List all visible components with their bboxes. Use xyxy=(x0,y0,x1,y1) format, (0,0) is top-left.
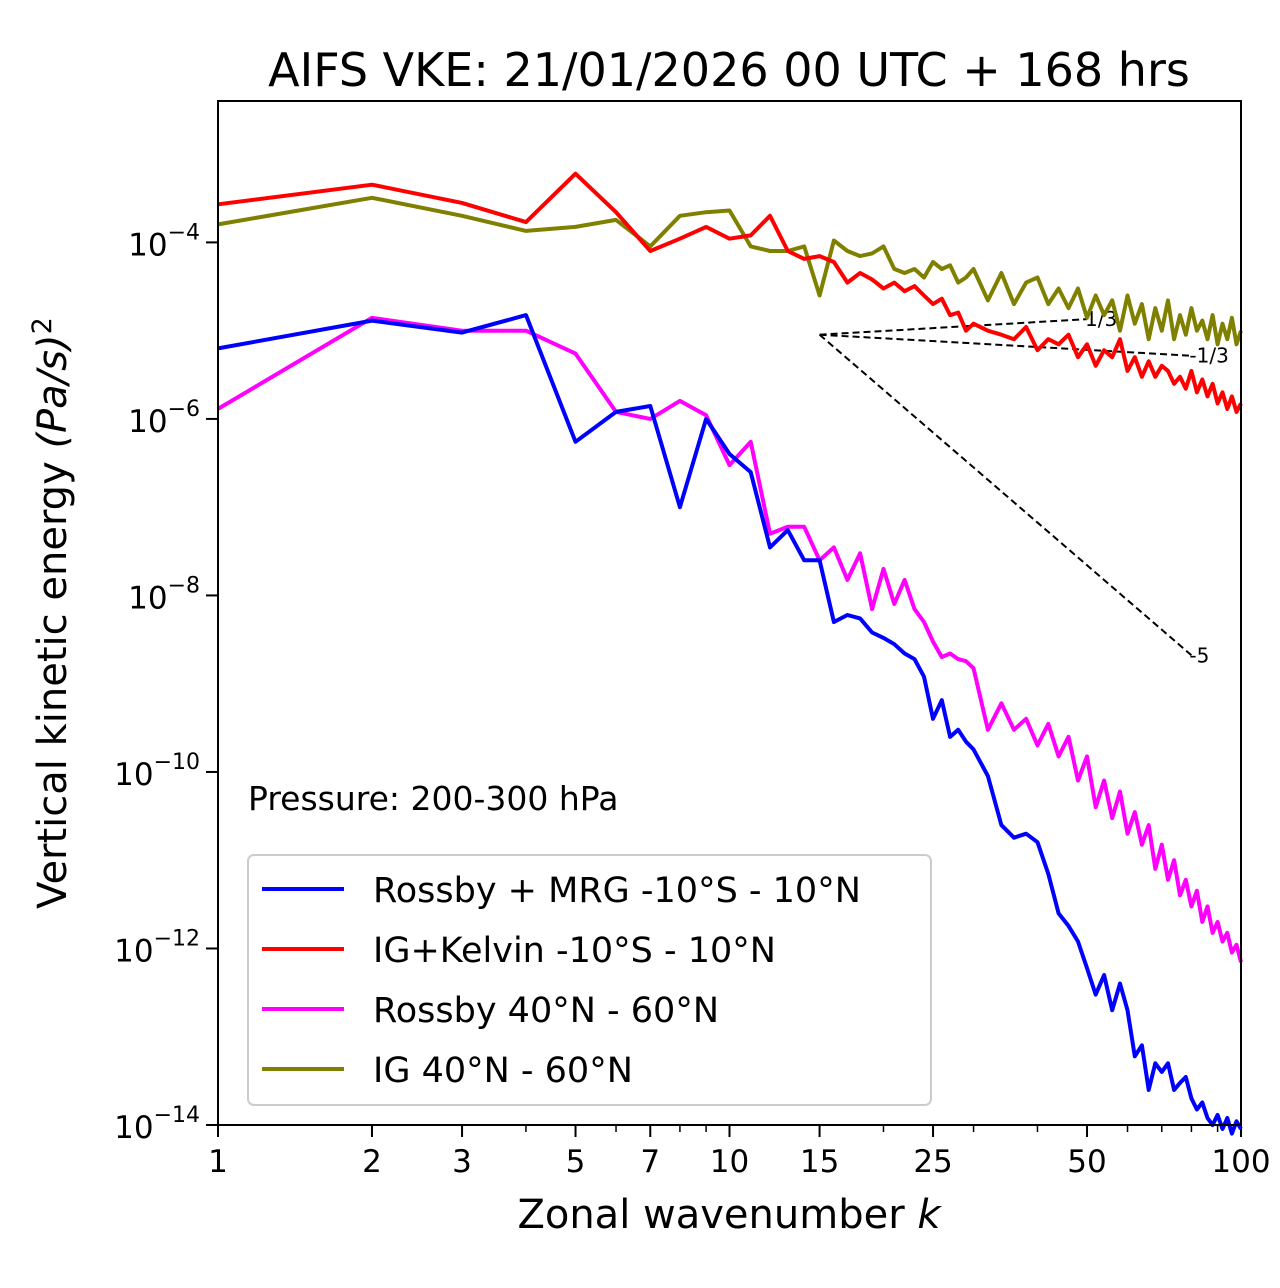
x-major-ticks xyxy=(217,1125,1242,1137)
y-axis-label-text: Vertical kinetic energy xyxy=(30,461,76,909)
x-tick-label: 1 xyxy=(208,1144,228,1180)
y-tick-label: 10−12 xyxy=(114,926,200,969)
slope-label-neg-1-3: -1/3 xyxy=(1189,344,1228,368)
plot-area: 1/3 -1/3 -5 Pressure: 200-300 hPa Rossby… xyxy=(206,100,1243,1137)
x-axis-label: Zonal wavenumber k xyxy=(517,1192,942,1238)
y-tick-labels: 10−4 10−6 10−8 10−10 10−12 10−14 xyxy=(114,220,200,1146)
x-tick-label: 100 xyxy=(1211,1144,1270,1180)
legend-label-rossby-40n-60n: Rossby 40°N - 60°N xyxy=(373,991,719,1031)
data-series xyxy=(216,171,1243,1136)
x-tick-label: 5 xyxy=(566,1144,586,1180)
x-tick-labels: 1 2 3 5 7 10 15 25 50 100 xyxy=(208,1144,1270,1180)
y-axis-label-unit: (Pa/s) xyxy=(30,334,76,448)
plot-frame xyxy=(217,100,1242,1126)
y-tick-label: 10−10 xyxy=(114,750,200,793)
x-minor-ticks xyxy=(525,1125,1219,1132)
legend-label-ig-kelvin: IG+Kelvin -10°S - 10°N xyxy=(373,931,776,971)
x-tick-label: 2 xyxy=(362,1144,382,1180)
x-tick-label: 10 xyxy=(710,1144,749,1180)
x-tick-label: 15 xyxy=(800,1144,839,1180)
y-tick-label: 10−14 xyxy=(114,1103,200,1146)
series-line-rossby-mrg xyxy=(217,313,1243,1136)
slope-line-neg-5 xyxy=(818,333,1193,657)
legend-label-ig-40n-60n: IG 40°N - 60°N xyxy=(373,1051,633,1091)
series-line-rossby-40n-60n xyxy=(216,315,1243,963)
x-tick-label: 25 xyxy=(913,1144,952,1180)
y-tick-label: 10−8 xyxy=(128,573,200,616)
legend-frame xyxy=(247,854,932,1106)
y-axis-label: Vertical kinetic energy (Pa/s)2 xyxy=(27,317,77,909)
slope-label-neg-5: -5 xyxy=(1189,643,1209,667)
x-tick-label: 7 xyxy=(640,1144,660,1180)
pressure-annotation: Pressure: 200-300 hPa xyxy=(248,779,618,818)
x-tick-label: 50 xyxy=(1067,1144,1106,1180)
legend-label-rossby-mrg: Rossby + MRG -10°S - 10°N xyxy=(373,871,861,911)
y-tick-label: 10−4 xyxy=(128,220,200,263)
y-axis-label-power: 2 xyxy=(27,317,58,334)
slope-line-neg-1-3 xyxy=(819,333,1192,357)
series-line-ig-40n-60n xyxy=(217,195,1243,347)
series-line-ig-kelvin xyxy=(217,171,1243,414)
x-tick-label: 3 xyxy=(452,1144,472,1180)
legend: Rossby + MRG -10°S - 10°N IG+Kelvin -10°… xyxy=(247,854,932,1106)
x-axis-label-variable: k xyxy=(917,1192,942,1238)
slope-line-1-3 xyxy=(819,318,1088,336)
y-major-ticks xyxy=(206,241,218,1126)
y-tick-label: 10−6 xyxy=(128,397,200,440)
x-axis-label-text: Zonal wavenumber xyxy=(517,1192,905,1238)
chart-title: AIFS VKE: 21/01/2026 00 UTC + 168 hrs xyxy=(268,43,1190,97)
